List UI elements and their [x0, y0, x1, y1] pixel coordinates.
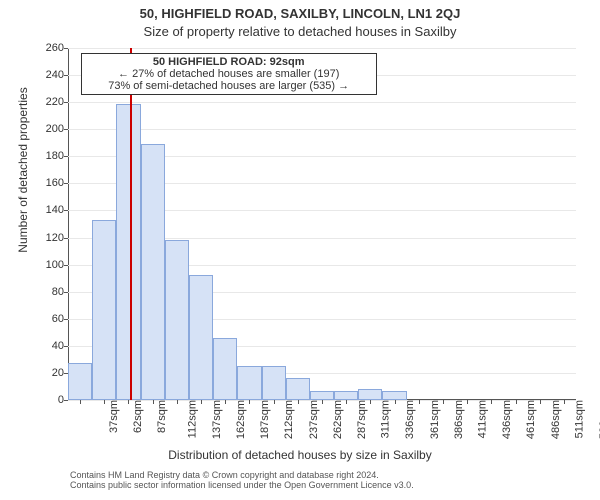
ytick-label: 160 [46, 177, 68, 189]
xtick-label: 237sqm [306, 400, 320, 439]
xtick-label: 336sqm [403, 400, 417, 439]
ytick-label: 140 [46, 204, 68, 216]
footer-line2: Contains public sector information licen… [70, 480, 414, 490]
ytick-label: 220 [46, 96, 68, 108]
y-axis-label: Number of detached properties [16, 30, 30, 310]
histogram-bar [165, 240, 189, 400]
annotation-line3: 73% of semi-detached houses are larger (… [88, 80, 370, 92]
histogram-bar [262, 366, 286, 400]
xtick-mark [443, 400, 444, 404]
histogram-bar [68, 363, 92, 400]
xtick-label: 262sqm [330, 400, 344, 439]
histogram-bar [334, 391, 358, 400]
ytick-label: 20 [52, 367, 68, 379]
ytick-label: 40 [52, 340, 68, 352]
xtick-mark [370, 400, 371, 404]
xtick-mark [249, 400, 250, 404]
xtick-label: 287sqm [354, 400, 368, 439]
xtick-mark [104, 400, 105, 404]
histogram-bar [213, 338, 237, 400]
ytick-label: 60 [52, 313, 68, 325]
histogram-bar [310, 391, 334, 400]
chart-subtitle: Size of property relative to detached ho… [0, 24, 600, 39]
x-axis-label: Distribution of detached houses by size … [0, 448, 600, 462]
xtick-label: 536sqm [596, 400, 600, 439]
plot-area: 02040608010012014016018020022024026037sq… [68, 48, 576, 400]
histogram-bar [382, 391, 406, 400]
xtick-mark [322, 400, 323, 404]
xtick-label: 62sqm [130, 400, 144, 433]
xtick-label: 87sqm [155, 400, 169, 433]
ytick-label: 80 [52, 286, 68, 298]
plot-inner: 02040608010012014016018020022024026037sq… [68, 48, 576, 400]
xtick-label: 37sqm [106, 400, 120, 433]
y-axis-line [68, 48, 69, 400]
xtick-mark [128, 400, 129, 404]
xtick-mark [298, 400, 299, 404]
xtick-label: 137sqm [209, 400, 223, 439]
xtick-mark [491, 400, 492, 404]
xtick-label: 212sqm [282, 400, 296, 439]
chart-title: 50, HIGHFIELD ROAD, SAXILBY, LINCOLN, LN… [0, 6, 600, 21]
xtick-mark [225, 400, 226, 404]
histogram-bar [189, 275, 213, 400]
histogram-bar [358, 389, 382, 400]
histogram-bar [286, 378, 310, 400]
ytick-label: 0 [58, 394, 68, 406]
xtick-label: 361sqm [427, 400, 441, 439]
xtick-mark [177, 400, 178, 404]
xtick-mark [346, 400, 347, 404]
ytick-label: 180 [46, 150, 68, 162]
xtick-mark [153, 400, 154, 404]
histogram-bar [141, 144, 165, 400]
ytick-label: 260 [46, 42, 68, 54]
xtick-mark [274, 400, 275, 404]
xtick-mark [201, 400, 202, 404]
histogram-bar [116, 104, 140, 400]
footer-attribution: Contains HM Land Registry data © Crown c… [70, 470, 414, 490]
gridline [68, 48, 576, 49]
xtick-mark [564, 400, 565, 404]
gridline [68, 102, 576, 103]
chart-frame: 50, HIGHFIELD ROAD, SAXILBY, LINCOLN, LN… [0, 0, 600, 500]
xtick-label: 411sqm [474, 400, 488, 438]
xtick-label: 162sqm [233, 400, 247, 439]
annotation-box: 50 HIGHFIELD ROAD: 92sqm ← 27% of detach… [81, 53, 377, 95]
xtick-label: 311sqm [378, 400, 392, 438]
xtick-label: 436sqm [499, 400, 513, 439]
annotation-line2: ← 27% of detached houses are smaller (19… [88, 68, 370, 80]
xtick-mark [540, 400, 541, 404]
xtick-mark [419, 400, 420, 404]
xtick-label: 187sqm [257, 400, 271, 439]
xtick-label: 386sqm [451, 400, 465, 439]
marker-line [130, 48, 132, 400]
xtick-mark [395, 400, 396, 404]
xtick-label: 461sqm [523, 400, 537, 439]
xtick-label: 511sqm [571, 400, 585, 438]
ytick-label: 240 [46, 69, 68, 81]
ytick-label: 100 [46, 259, 68, 271]
xtick-label: 112sqm [184, 400, 198, 438]
gridline [68, 129, 576, 130]
xtick-mark [467, 400, 468, 404]
xtick-label: 486sqm [548, 400, 562, 439]
xtick-mark [80, 400, 81, 404]
xtick-mark [516, 400, 517, 404]
histogram-bar [92, 220, 116, 400]
ytick-label: 200 [46, 123, 68, 135]
ytick-label: 120 [46, 232, 68, 244]
annotation-line1: 50 HIGHFIELD ROAD: 92sqm [88, 56, 370, 68]
histogram-bar [237, 366, 261, 400]
footer-line1: Contains HM Land Registry data © Crown c… [70, 470, 414, 480]
